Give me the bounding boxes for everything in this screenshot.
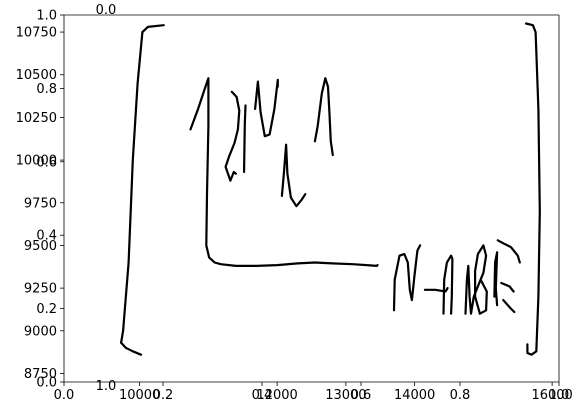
y-tick-label: 10500 bbox=[16, 68, 57, 83]
overlay-y-tick-label: 0.8 bbox=[36, 82, 57, 97]
overlay-y-tick-label: 0.6 bbox=[36, 155, 57, 170]
x-tick-label: 10000 bbox=[119, 388, 160, 403]
stroke-11 bbox=[493, 251, 499, 307]
y-tick-label: 10250 bbox=[16, 111, 57, 126]
x-tick-label: 12000 bbox=[256, 388, 297, 403]
stroke-12 bbox=[496, 239, 521, 264]
overlay-x-tick-label: 0.4 bbox=[252, 388, 273, 403]
stroke-9 bbox=[442, 254, 454, 315]
x-tick-label: 14000 bbox=[394, 388, 435, 403]
stroke-5 bbox=[280, 143, 307, 208]
x-tick-label: 16000 bbox=[531, 388, 572, 403]
y-tick-label: 9750 bbox=[24, 196, 57, 211]
overlay-x-tick-label: 0.8 bbox=[450, 388, 471, 403]
overlay-x-tick-label: 0.2 bbox=[153, 388, 174, 403]
y-tick-label: 10750 bbox=[16, 26, 57, 41]
stroke-0 bbox=[119, 24, 165, 356]
overlay-bottom-label: 1.0 bbox=[96, 379, 117, 394]
y-tick-label: 9500 bbox=[24, 239, 57, 254]
y-tick-label: 9000 bbox=[24, 324, 57, 339]
overlay-top-label: 0.0 bbox=[96, 3, 117, 18]
stroke-7 bbox=[392, 244, 422, 312]
overlay-y-tick-label: 0.4 bbox=[36, 229, 57, 244]
overlay-y-tick-label: 0.0 bbox=[36, 376, 57, 391]
stroke-1 bbox=[189, 77, 379, 267]
main-axis: 10000 12000 13000 14000 16000 8750 9000 9250 950… bbox=[16, 26, 573, 403]
stroke-4 bbox=[254, 78, 279, 138]
stroke-13 bbox=[500, 281, 515, 293]
stroke-6 bbox=[313, 77, 334, 157]
overlay-y-tick-label: 0.2 bbox=[36, 302, 57, 317]
y-tick-label: 10000 bbox=[16, 154, 57, 169]
stroke-15 bbox=[524, 22, 541, 356]
stroke-3 bbox=[243, 104, 247, 174]
overlay-y-tick-label: 1.0 bbox=[36, 9, 57, 24]
overlay-x-tick-label: 0.6 bbox=[351, 388, 372, 403]
overlay-axis: 0.0 0.2 0.4 0.6 0.8 1.0 0.0 0.2 0.4 0.6 0.8 1.0 0.0 1… bbox=[36, 3, 569, 403]
y-tick-label: 9250 bbox=[24, 282, 57, 297]
stroke-8 bbox=[423, 287, 449, 293]
stroke-14 bbox=[502, 299, 516, 314]
stroke-10 bbox=[464, 244, 488, 315]
x-tick-label: 13000 bbox=[325, 388, 366, 403]
handwriting-strokes bbox=[119, 22, 541, 356]
overlay-x-tick-label: 1.0 bbox=[549, 388, 570, 403]
overlay-x-tick-label: 0.0 bbox=[54, 388, 75, 403]
y-tick-label: 8750 bbox=[24, 367, 57, 382]
plot-area bbox=[63, 14, 560, 383]
stroke-2 bbox=[224, 90, 241, 182]
